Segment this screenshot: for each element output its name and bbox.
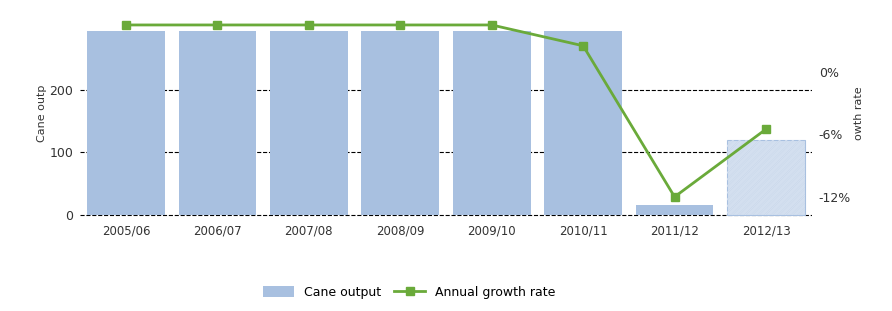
Y-axis label: owth rate: owth rate: [854, 87, 863, 140]
Bar: [87, 31, 165, 215]
Bar: [544, 31, 622, 215]
Bar: [453, 31, 531, 215]
Bar: [361, 31, 439, 215]
Y-axis label: Cane outp: Cane outp: [37, 85, 46, 142]
Bar: [636, 205, 714, 215]
Bar: [727, 140, 805, 215]
Bar: [270, 31, 348, 215]
Legend: Cane output, Annual growth rate: Cane output, Annual growth rate: [263, 286, 556, 299]
Bar: [178, 31, 256, 215]
Bar: [727, 140, 805, 215]
